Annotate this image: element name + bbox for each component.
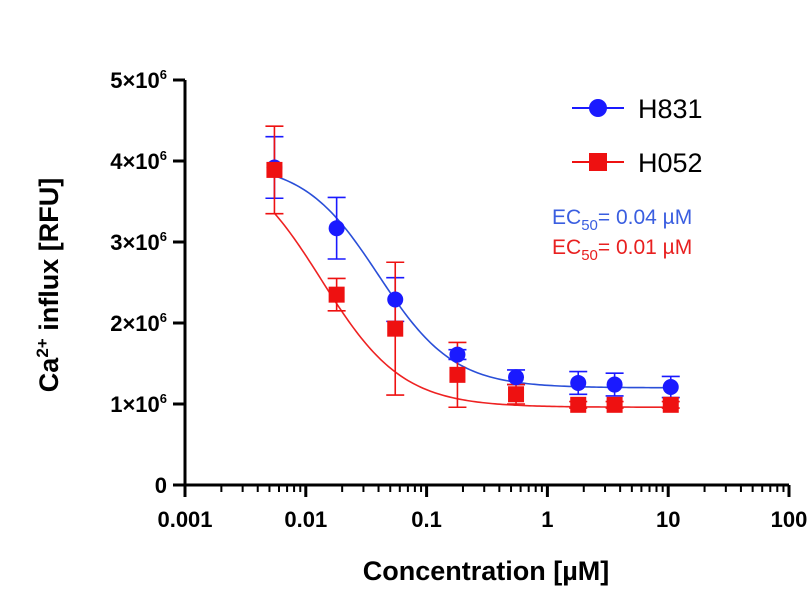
fit-curve-h052 [273, 212, 671, 408]
x-tick-label: 100 [771, 507, 807, 532]
y-axis-title: Ca2+ influx [RFU] [33, 178, 64, 392]
y-axis-title-base: Ca [34, 357, 64, 392]
data-point-h831 [662, 378, 679, 395]
data-points [265, 125, 680, 413]
legend-marker-h052 [589, 153, 607, 171]
y-axis-ticks: 0 1×106 2×106 3×106 4×106 5×106 [110, 67, 185, 498]
data-point-h052 [387, 320, 404, 337]
x-tick-label: 0.001 [157, 507, 212, 532]
x-tick-label: 10 [656, 507, 680, 532]
ec50-annotation-h831: EC50= 0.04 µM [552, 206, 692, 234]
data-point-h052 [606, 396, 623, 413]
data-point-h052 [449, 366, 466, 383]
ec50-h831-subscript: 50 [581, 217, 598, 234]
ec50-h052-subscript: 50 [581, 247, 598, 264]
data-point-h052 [570, 396, 587, 413]
data-point-h831 [570, 374, 587, 391]
legend-label-h052: H052 [638, 148, 703, 178]
data-point-h052 [266, 161, 283, 178]
ec50-h831-prefix: EC [552, 206, 581, 229]
y-tick-label: 0 [155, 473, 167, 498]
ec50-h831-value: = 0.04 µM [598, 206, 692, 229]
ec50-annotations: EC50= 0.04 µM EC50= 0.01 µM [552, 206, 692, 264]
x-tick-label: 0.01 [284, 507, 327, 532]
legend-label-h831: H831 [638, 94, 703, 124]
ec50-h052-prefix: EC [552, 236, 581, 259]
data-point-h052 [508, 386, 525, 403]
axes [183, 80, 789, 487]
data-point-h831 [328, 220, 345, 237]
y-tick-label: 5×106 [110, 67, 167, 93]
legend-marker-h831 [589, 99, 607, 117]
y-tick-label: 2×106 [110, 310, 167, 336]
y-tick-label: 4×106 [110, 148, 167, 174]
y-axis-title-rest: influx [RFU] [34, 178, 64, 338]
y-tick-label: 3×106 [110, 229, 167, 255]
x-tick-label: 0.1 [411, 507, 442, 532]
legend: H831 H052 [572, 94, 703, 178]
data-point-h831 [508, 369, 525, 386]
data-point-h052 [662, 396, 679, 413]
y-axis-title-superscript: 2+ [33, 338, 52, 357]
x-tick-label: 1 [541, 507, 553, 532]
data-point-h052 [328, 286, 345, 303]
data-point-h831 [387, 291, 404, 308]
data-point-h831 [606, 376, 623, 393]
data-point-h831 [449, 346, 466, 363]
ec50-h052-value: = 0.01 µM [598, 236, 692, 259]
x-axis-title: Concentration [µM] [363, 556, 610, 586]
x-axis-ticks: 0.001 0.01 0.1 1 10 100 [157, 485, 807, 532]
y-tick-label: 1×106 [110, 391, 167, 417]
ec50-annotation-h052: EC50= 0.01 µM [552, 236, 692, 264]
